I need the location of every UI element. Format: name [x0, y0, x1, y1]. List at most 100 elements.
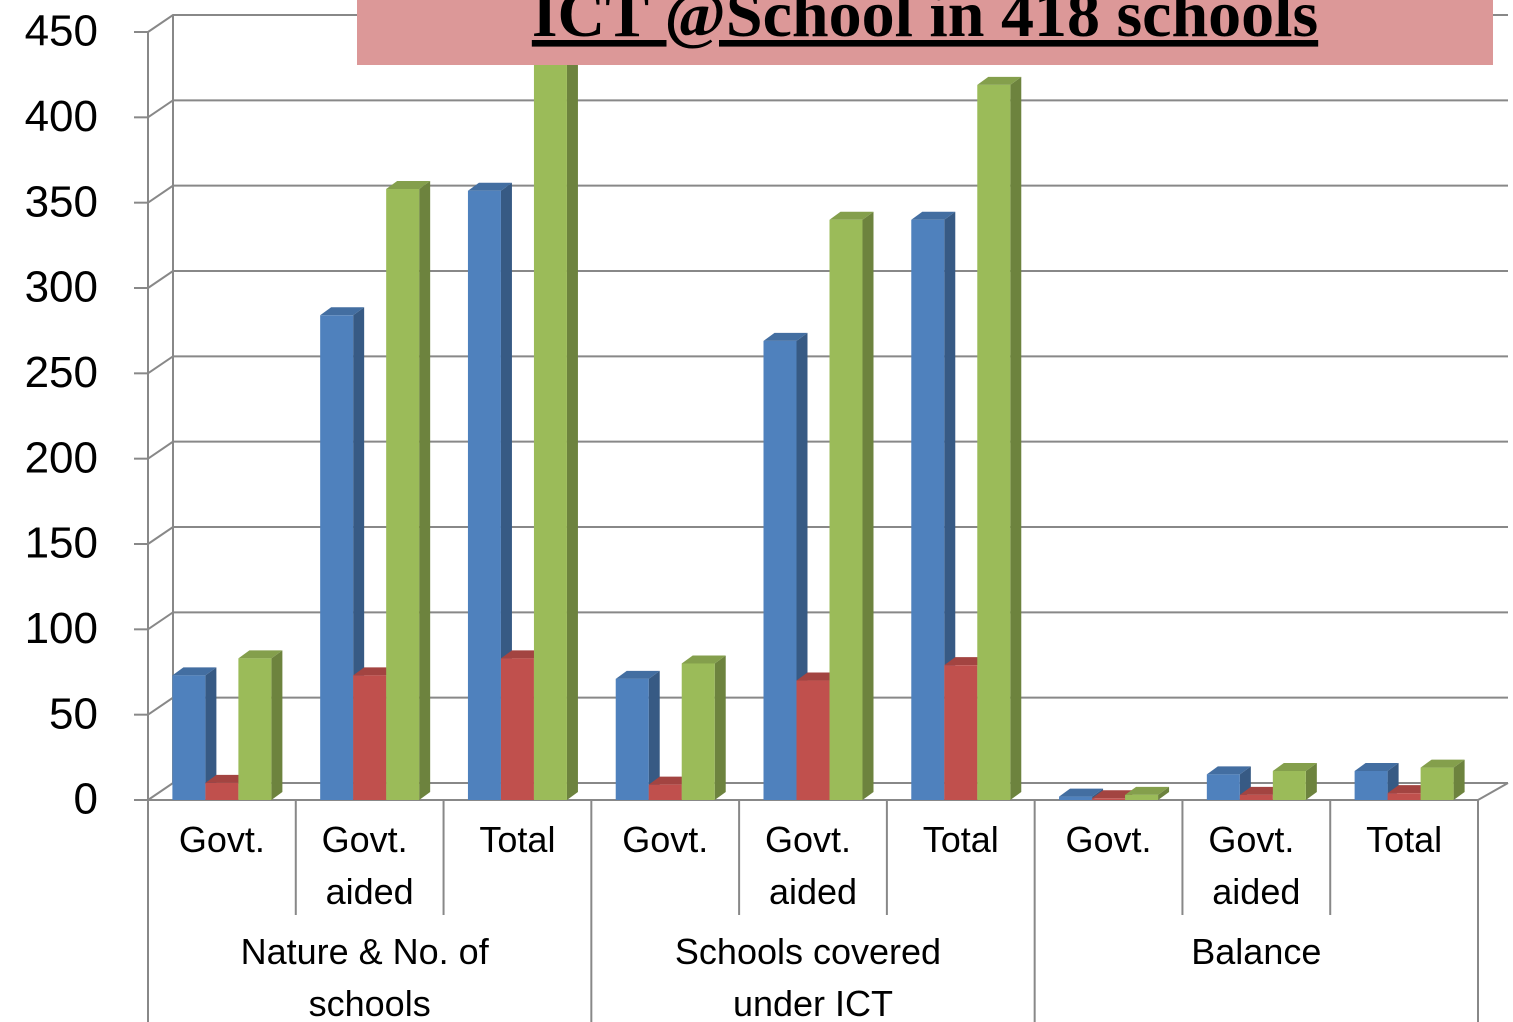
- x-tick-label: Govt.: [1066, 819, 1152, 860]
- bar-top: [1059, 788, 1104, 797]
- bar-group: [320, 307, 365, 800]
- bar-group: [763, 332, 808, 800]
- title-box: [357, 0, 1493, 65]
- bar-side: [419, 181, 431, 801]
- bar-group: [911, 211, 956, 800]
- bar: [1092, 798, 1126, 800]
- bar-top: [911, 211, 956, 220]
- bar: [1239, 794, 1273, 800]
- bar-side: [1158, 786, 1170, 800]
- bar-side: [862, 211, 874, 800]
- x-tick-label: Govt.: [622, 819, 708, 860]
- bar: [944, 665, 978, 800]
- bar-top: [320, 307, 365, 316]
- bar-side: [271, 650, 283, 800]
- bar: [1125, 794, 1159, 800]
- bar: [353, 675, 387, 800]
- bar-group: [238, 650, 283, 800]
- chart-title: ICT @School in 418 schools: [532, 0, 1318, 51]
- bar: [648, 784, 682, 800]
- bar-top: [1272, 762, 1317, 771]
- bar: [1272, 770, 1306, 800]
- bar: [1206, 774, 1240, 800]
- bar-group: [467, 182, 512, 801]
- y-tick-label: 250: [25, 348, 98, 397]
- y-tick-label: 150: [25, 519, 98, 568]
- bar-side: [205, 667, 217, 800]
- bar-side: [500, 182, 512, 801]
- bar-side: [714, 655, 726, 800]
- x-tick-label: Govt. aided: [765, 819, 861, 912]
- bar-top: [386, 181, 431, 190]
- grid-line: [147, 184, 1508, 204]
- bar: [467, 190, 501, 801]
- bar-top: [1125, 786, 1170, 795]
- grid-line: [147, 355, 1508, 375]
- bar-group: [681, 655, 726, 800]
- bar: [829, 219, 863, 800]
- bar: [320, 315, 354, 800]
- y-tick-label: 300: [25, 263, 98, 312]
- bar-side: [944, 211, 956, 800]
- group-label: Balance: [1191, 931, 1321, 972]
- bar-group: [1206, 766, 1251, 800]
- y-tick-label: 100: [25, 604, 98, 653]
- bar-top: [615, 670, 660, 679]
- group-label: Schools covered under ICT: [675, 931, 951, 1022]
- y-tick-label: 200: [25, 433, 98, 482]
- bar-group: [1125, 786, 1170, 800]
- bar-group: [1420, 759, 1465, 800]
- bar: [533, 47, 567, 801]
- bar-top: [1420, 759, 1465, 768]
- bar: [615, 678, 649, 800]
- bar: [911, 219, 945, 800]
- x-tick-label: Total: [479, 819, 555, 860]
- x-tick-label: Total: [1366, 819, 1442, 860]
- y-tick-label: 50: [49, 689, 98, 738]
- bar-top: [1206, 766, 1251, 775]
- bar: [205, 782, 239, 800]
- bar: [681, 663, 715, 800]
- group-label: Nature & No. of schools: [241, 931, 499, 1022]
- bar-top: [681, 655, 726, 664]
- bar: [796, 680, 830, 800]
- bar-top: [1354, 762, 1399, 771]
- y-tick-label: 0: [74, 775, 98, 824]
- bar-group: [977, 76, 1022, 800]
- bar: [172, 675, 206, 800]
- bar-top: [238, 650, 283, 659]
- bar-top: [467, 182, 512, 191]
- x-tick-label: Govt. aided: [1208, 819, 1304, 912]
- bar-group: [172, 667, 217, 800]
- bar-side: [566, 39, 578, 801]
- x-tick-label: Total: [923, 819, 999, 860]
- bar-group: [829, 211, 874, 800]
- y-tick-label: 450: [25, 7, 98, 56]
- bar-group: [1272, 762, 1317, 800]
- bar-group: [533, 39, 578, 801]
- bar-group: [615, 670, 660, 800]
- bar: [1420, 767, 1454, 800]
- bar: [1354, 770, 1388, 800]
- bar-top: [977, 76, 1022, 85]
- grid-line: [147, 270, 1508, 289]
- bar: [238, 658, 272, 800]
- grid-line: [147, 526, 1508, 545]
- y-tick-label: 400: [25, 92, 98, 141]
- bar-group: [386, 181, 431, 801]
- x-tick-label: Govt.: [179, 819, 265, 860]
- bar-side: [648, 670, 660, 800]
- grid-line: [147, 99, 1508, 119]
- grid-line: [147, 611, 1508, 631]
- y-tick-label: 350: [25, 177, 98, 226]
- bar-side: [1305, 762, 1317, 800]
- bar-top: [172, 667, 217, 676]
- bar: [500, 658, 534, 800]
- bar: [1387, 793, 1421, 800]
- floor-right: [1477, 782, 1509, 801]
- grid-line: [147, 440, 1508, 460]
- bar-top: [763, 332, 808, 341]
- bar: [1059, 796, 1093, 800]
- x-tick-label: Govt. aided: [322, 819, 418, 912]
